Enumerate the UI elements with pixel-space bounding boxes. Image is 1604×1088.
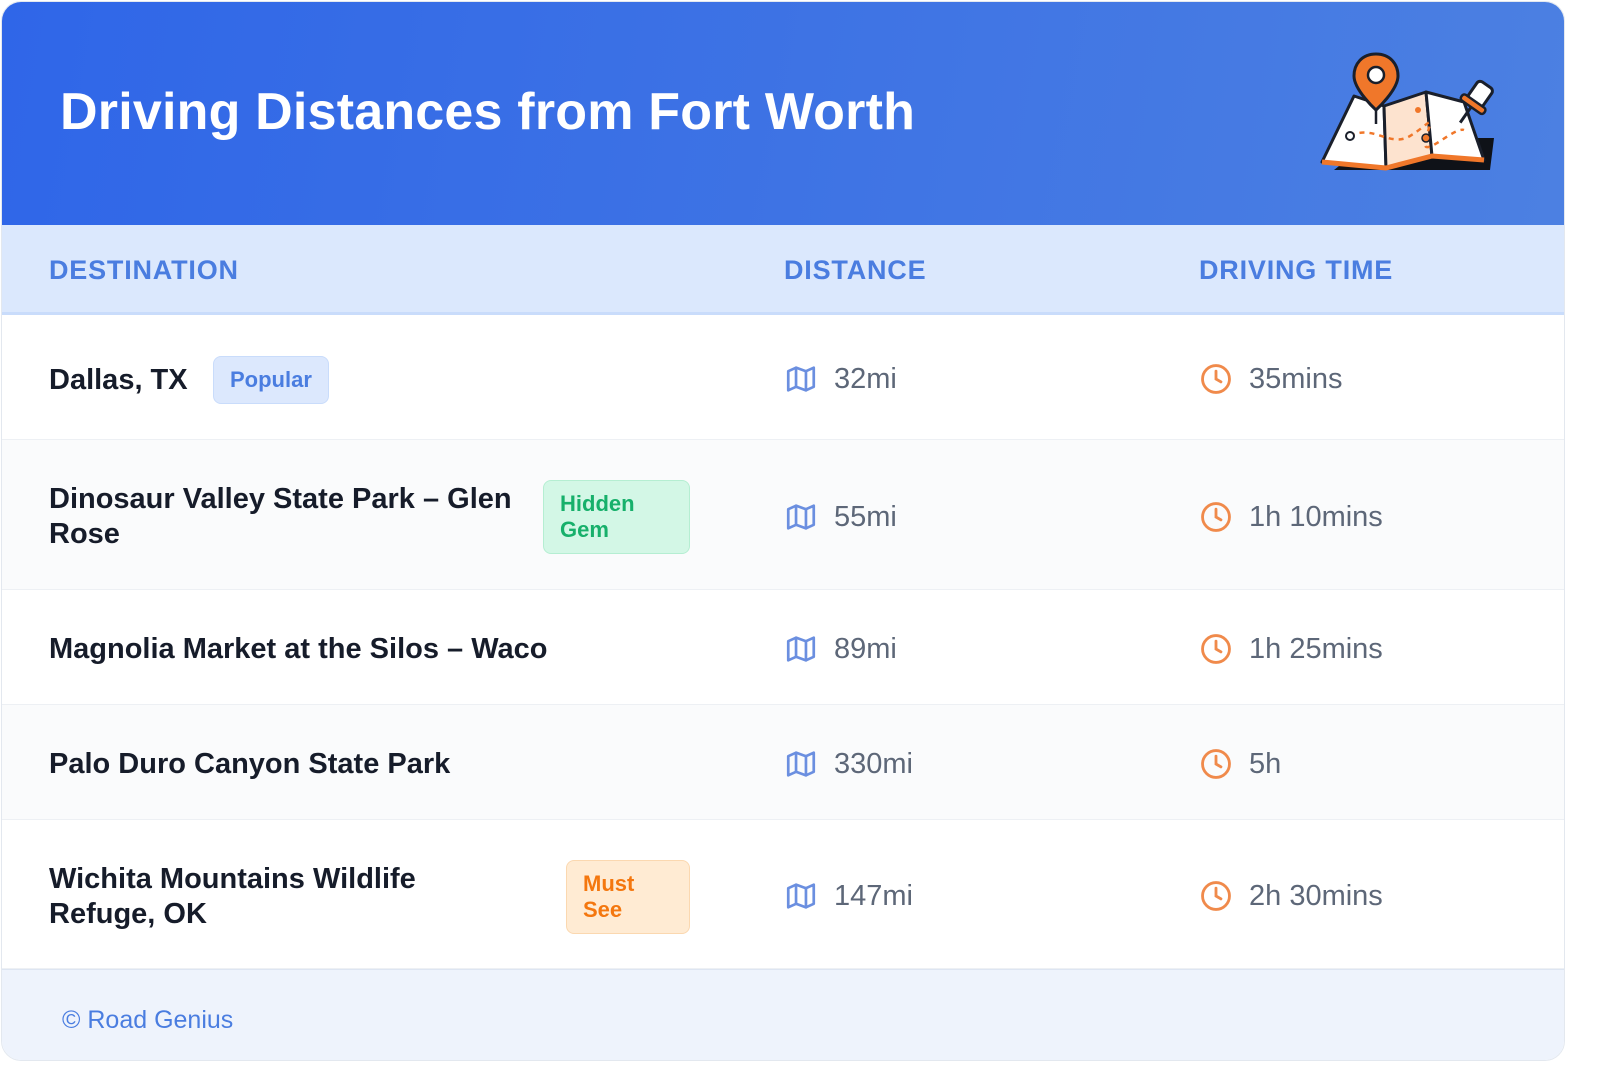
destination-name: Magnolia Market at the Silos – Waco bbox=[49, 633, 548, 665]
header: Driving Distances from Fort Worth bbox=[2, 2, 1564, 225]
distance-cell: 55mi bbox=[784, 497, 897, 537]
distance-value: 147mi bbox=[834, 879, 913, 912]
driving-time-value: 2h 30mins bbox=[1249, 879, 1383, 912]
column-header-destination: DESTINATION bbox=[49, 255, 239, 285]
driving-time-cell: 2h 30mins bbox=[1199, 876, 1383, 916]
table-row: Dallas, TX Popular 32mi 35mins bbox=[2, 315, 1564, 440]
driving-time-value: 5h bbox=[1249, 747, 1282, 780]
distance-cell: 147mi bbox=[784, 876, 913, 916]
driving-time-value: 1h 10mins bbox=[1249, 500, 1383, 533]
badge-popular: Popular bbox=[213, 356, 329, 404]
distance-value: 330mi bbox=[834, 747, 913, 780]
distance-value: 55mi bbox=[834, 500, 897, 533]
clock-icon bbox=[1201, 634, 1231, 664]
clock-icon bbox=[1201, 749, 1231, 779]
map-with-pins-icon bbox=[1320, 52, 1494, 171]
map-icon bbox=[786, 366, 816, 392]
driving-time-value: 35mins bbox=[1249, 362, 1343, 395]
clock-icon bbox=[1201, 364, 1231, 394]
map-icon bbox=[786, 751, 816, 777]
clock-icon bbox=[1201, 881, 1231, 911]
table-row: Palo Duro Canyon State Park 330mi 5h bbox=[2, 705, 1564, 820]
destination-name: Wichita Mountains Wildlife Refuge, OK bbox=[49, 863, 416, 930]
driving-time-value: 1h 25mins bbox=[1249, 632, 1383, 665]
distance-cell: 89mi bbox=[784, 629, 897, 669]
table-row: Wichita Mountains Wildlife Refuge, OK Mu… bbox=[2, 820, 1564, 969]
distance-cell: 32mi bbox=[784, 359, 897, 399]
driving-time-cell: 1h 10mins bbox=[1199, 497, 1383, 537]
badge-hidden-gem: Hidden Gem bbox=[543, 480, 690, 554]
driving-time-cell: 35mins bbox=[1199, 359, 1343, 399]
table-row: Magnolia Market at the Silos – Waco 89mi… bbox=[2, 590, 1564, 705]
column-header-distance: DISTANCE bbox=[784, 255, 927, 285]
footer: © Road Genius bbox=[2, 969, 1564, 1060]
badge-must-see: Must See bbox=[566, 860, 690, 934]
distance-card: Driving Distances from Fort Worth bbox=[1, 1, 1565, 1061]
table-row: Dinosaur Valley State Park – Glen Rose H… bbox=[2, 440, 1564, 590]
destination-name: Dallas, TX bbox=[49, 364, 188, 396]
page-title: Driving Distances from Fort Worth bbox=[60, 83, 916, 141]
clock-icon bbox=[1201, 502, 1231, 532]
destination-name: Dinosaur Valley State Park – Glen Rose bbox=[49, 483, 512, 550]
map-icon bbox=[786, 504, 816, 530]
table-header: DESTINATION DISTANCE DRIVING TIME bbox=[2, 225, 1564, 315]
driving-time-cell: 1h 25mins bbox=[1199, 629, 1383, 669]
map-icon bbox=[786, 883, 816, 909]
driving-time-cell: 5h bbox=[1199, 744, 1281, 784]
distance-cell: 330mi bbox=[784, 744, 913, 784]
destination-name: Palo Duro Canyon State Park bbox=[49, 748, 451, 780]
distance-value: 32mi bbox=[834, 362, 897, 395]
footer-credit: © Road Genius bbox=[62, 1006, 234, 1034]
distance-value: 89mi bbox=[834, 632, 897, 665]
column-header-driving-time: DRIVING TIME bbox=[1199, 255, 1394, 285]
map-icon bbox=[786, 636, 816, 662]
